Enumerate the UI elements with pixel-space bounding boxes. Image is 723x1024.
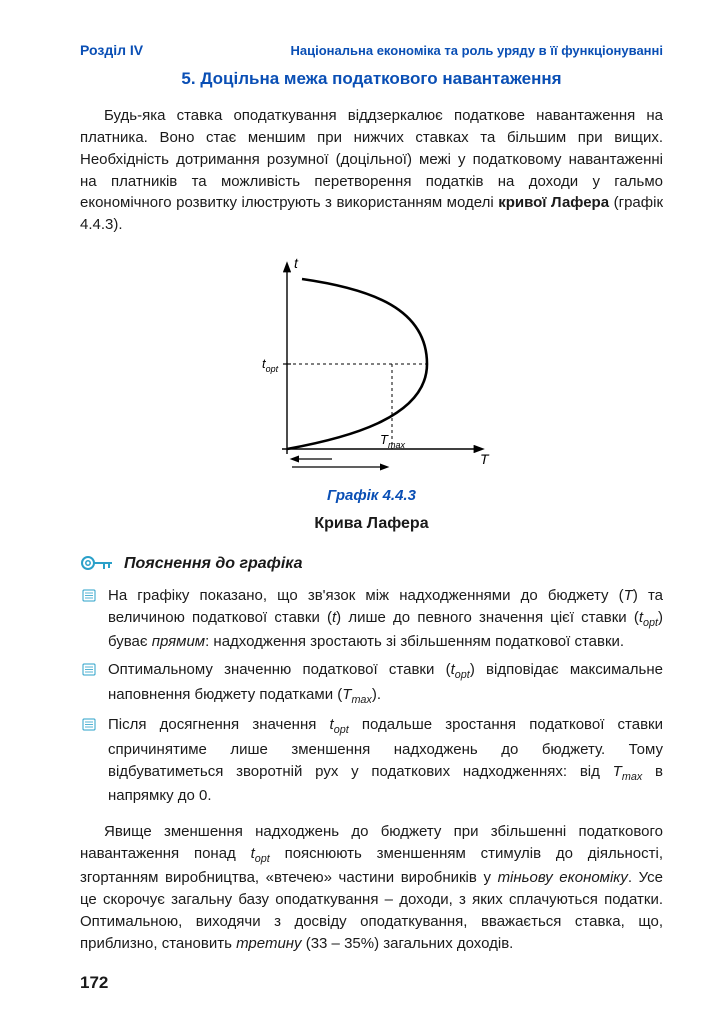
explanation-title: Пояснення до графіка	[124, 552, 302, 575]
laffer-chart: t T topt Tmax Графік 4.4.3	[232, 254, 512, 507]
t-max-label: Tmax	[380, 432, 405, 450]
list-item: Після досягнення значення topt подальше …	[80, 714, 663, 807]
page-bullet-icon	[82, 662, 98, 676]
list-item: На графіку показано, що зв'язок між надх…	[80, 585, 663, 653]
page-bullet-icon	[82, 588, 98, 602]
conclusion-paragraph: Явище зменшення надходжень до бюджету пр…	[80, 821, 663, 954]
page-bullet-icon	[82, 717, 98, 731]
explanation-heading-row: Пояснення до графіка	[80, 552, 663, 575]
chart-title: Крива Лафера	[80, 512, 663, 535]
chart-caption: Графік 4.4.3	[232, 485, 512, 507]
page-header: Розділ IV Національна економіка та роль …	[80, 40, 663, 61]
key-icon	[80, 553, 114, 573]
subtitle: 5. Доцільна межа податкового навантаженн…	[80, 67, 663, 92]
bullet-text: На графіку показано, що зв'язок між надх…	[108, 587, 663, 650]
page-number: 172	[80, 971, 108, 996]
y-axis-label: t	[294, 255, 299, 271]
laffer-curve-svg: t T topt Tmax	[232, 254, 492, 474]
x-axis-label: T	[480, 451, 490, 467]
intro-paragraph: Будь-яка ставка оподаткування віддзеркал…	[80, 105, 663, 236]
section-label: Розділ IV	[80, 40, 143, 60]
t-opt-label: topt	[262, 356, 279, 374]
bullet-text: Після досягнення значення topt подальше …	[108, 716, 663, 804]
header-title: Національна економіка та роль уряду в її…	[291, 42, 664, 61]
bullet-text: Оптимальному значенню податкової ставки …	[108, 661, 663, 703]
explanation-list: На графіку показано, що зв'язок між надх…	[80, 585, 663, 807]
list-item: Оптимальному значенню податкової ставки …	[80, 659, 663, 708]
